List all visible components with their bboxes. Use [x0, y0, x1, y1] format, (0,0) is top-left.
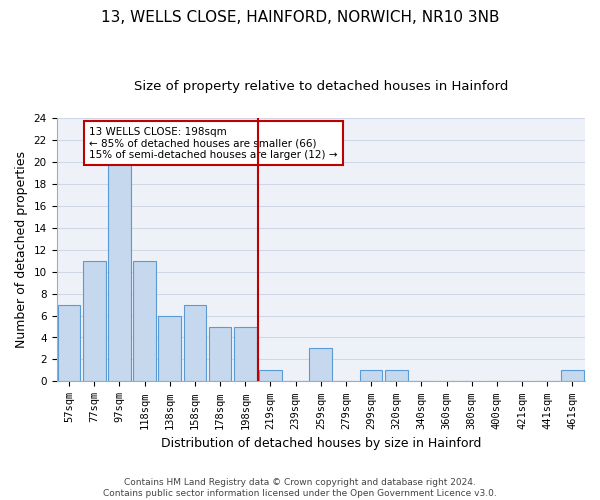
- Bar: [209, 326, 232, 382]
- Text: 13 WELLS CLOSE: 198sqm
← 85% of detached houses are smaller (66)
15% of semi-det: 13 WELLS CLOSE: 198sqm ← 85% of detached…: [89, 126, 338, 160]
- Title: Size of property relative to detached houses in Hainford: Size of property relative to detached ho…: [134, 80, 508, 93]
- Bar: [234, 326, 257, 382]
- Bar: [108, 162, 131, 382]
- Text: 13, WELLS CLOSE, HAINFORD, NORWICH, NR10 3NB: 13, WELLS CLOSE, HAINFORD, NORWICH, NR10…: [101, 10, 499, 25]
- Bar: [310, 348, 332, 382]
- Bar: [58, 304, 80, 382]
- Text: Contains HM Land Registry data © Crown copyright and database right 2024.
Contai: Contains HM Land Registry data © Crown c…: [103, 478, 497, 498]
- Bar: [158, 316, 181, 382]
- Bar: [83, 260, 106, 382]
- Y-axis label: Number of detached properties: Number of detached properties: [15, 151, 28, 348]
- Bar: [184, 304, 206, 382]
- Bar: [133, 260, 156, 382]
- Bar: [561, 370, 584, 382]
- Bar: [360, 370, 382, 382]
- Bar: [259, 370, 282, 382]
- X-axis label: Distribution of detached houses by size in Hainford: Distribution of detached houses by size …: [161, 437, 481, 450]
- Bar: [385, 370, 407, 382]
